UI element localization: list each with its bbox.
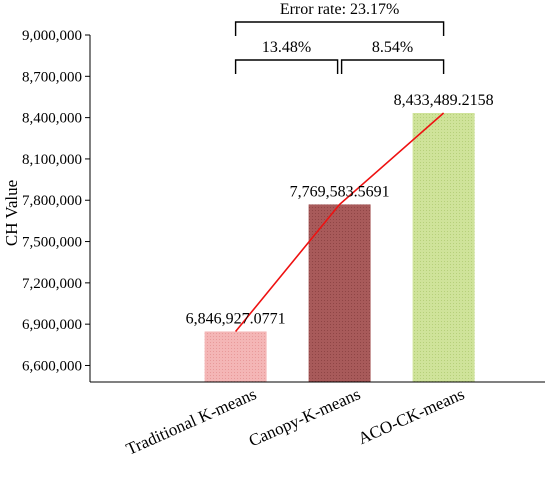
bar-1 (204, 331, 267, 382)
annotation-label-3: 8.54% (372, 39, 413, 56)
x-tick-label: Canopy-K-means (246, 384, 363, 450)
bars-layer (204, 113, 475, 383)
trend-line (234, 112, 445, 332)
bracket-2 (234, 59, 339, 74)
bracket-1 (234, 21, 445, 36)
value-label-2: 7,769,583.5691 (290, 183, 390, 200)
annotation-label-2: 13.48% (262, 39, 311, 56)
annotation-layer: Error rate: 23.17% 13.48% 8.54% (234, 1, 445, 74)
bar-3 (412, 113, 475, 383)
bar-2 (308, 204, 371, 382)
x-tick-label: Traditional K-means (123, 384, 259, 459)
value-label-3: 8,433,489.2158 (394, 92, 494, 109)
annotation-label-1: Error rate: 23.17% (280, 1, 400, 18)
y-tick-label: 7,200,000 (22, 276, 82, 292)
y-tick-label: 8,400,000 (22, 111, 82, 127)
value-labels-layer: 6,846,927.0771 7,769,583.5691 8,433,489.21… (186, 92, 494, 327)
trend-line-layer (234, 112, 445, 332)
x-tick-label: ACO-CK-means (355, 384, 467, 448)
y-tick-label: 7,500,000 (22, 235, 82, 251)
y-tick-label: 7,800,000 (22, 193, 82, 209)
y-tick-label: 6,600,000 (22, 358, 82, 374)
value-label-1: 6,846,927.0771 (186, 310, 286, 327)
y-tick-label: 8,700,000 (22, 69, 82, 85)
y-axis-title: CH Value (2, 180, 21, 246)
bracket-3 (340, 59, 445, 74)
y-tick-label: 8,100,000 (22, 152, 82, 168)
y-tick-label: 6,900,000 (22, 317, 82, 333)
y-tick-label: 9,000,000 (22, 28, 82, 44)
